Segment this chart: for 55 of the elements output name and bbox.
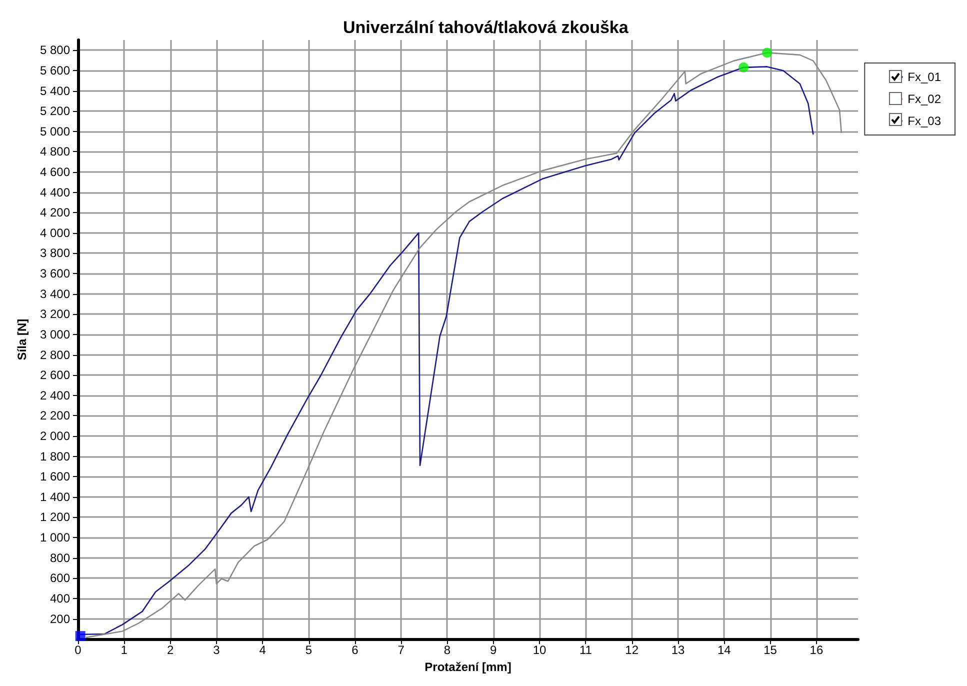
x-tick-label: 3 [213,643,220,658]
y-tick-label: 3 200 [40,307,70,322]
x-tick-label: 0 [74,643,82,658]
x-tick-label: 7 [398,643,405,658]
point [762,48,772,58]
legend-label: Fx_03 [908,114,942,128]
y-tick-label: 4 000 [40,226,70,240]
y-tick-label: 1 000 [40,530,70,545]
y-tick-label: 1 800 [40,449,70,464]
y-tick-label: 800 [50,550,70,565]
y-tick-label: 2 800 [40,348,70,362]
point [75,631,86,642]
y-tick-label: 4 600 [40,165,70,180]
x-tick-label: 1 [120,643,128,658]
y-tick-label: 2 200 [40,408,70,423]
chart-title: Univerzální tahová/tlaková zkouška [343,18,629,37]
y-tick-label: 4 800 [40,144,70,159]
x-tick-label: 4 [259,643,266,658]
y-tick-label: 2 600 [40,368,70,382]
y-tick-label: 1 400 [40,490,70,504]
y-tick-label: 2 400 [40,388,70,402]
x-tick-label: 5 [305,643,312,658]
y-tick-label: 400 [50,591,70,606]
y-tick-label: 5 400 [40,84,70,98]
y-tick-label: 3 600 [40,266,70,281]
x-tick-label: 6 [352,643,359,658]
x-tick-label: 11 [579,643,592,658]
point [738,62,749,72]
y-tick-label: 5 200 [40,104,70,118]
x-axis-title: Protažení [mm] [424,660,512,674]
y-tick-label: 200 [50,612,70,626]
y-axis-title: Síla [N] [15,318,29,360]
x-tick-label: 8 [444,643,451,658]
y-tick-label: 4 400 [40,185,70,200]
x-tick-label: 15 [764,643,778,658]
y-tick-label: 3 000 [40,327,70,342]
x-tick-label: 2 [166,643,174,658]
x-tick-label: 13 [671,643,685,658]
legend-label: Fx_01 [908,70,942,84]
x-tick-label: 14 [717,643,732,658]
y-tick-label: 1 200 [40,510,70,524]
y-tick-label: 5 800 [40,43,70,58]
y-tick-label: 5 600 [40,63,70,78]
x-tick-label: 16 [810,643,824,658]
y-tick-label: 2 000 [40,429,70,444]
y-tick-label: 3 400 [40,286,70,301]
x-tick-label: 10 [532,643,547,658]
x-tick-label: 9 [490,643,498,658]
y-tick-label: 5 000 [40,124,70,138]
y-tick-label: 600 [50,571,70,586]
y-tick-label: 1 600 [40,470,70,484]
y-tick-label: 4 200 [40,206,70,220]
x-tick-label: 12 [625,643,639,658]
legend-label: Fx_02 [908,92,942,106]
y-tick-label: 3 800 [40,246,70,260]
